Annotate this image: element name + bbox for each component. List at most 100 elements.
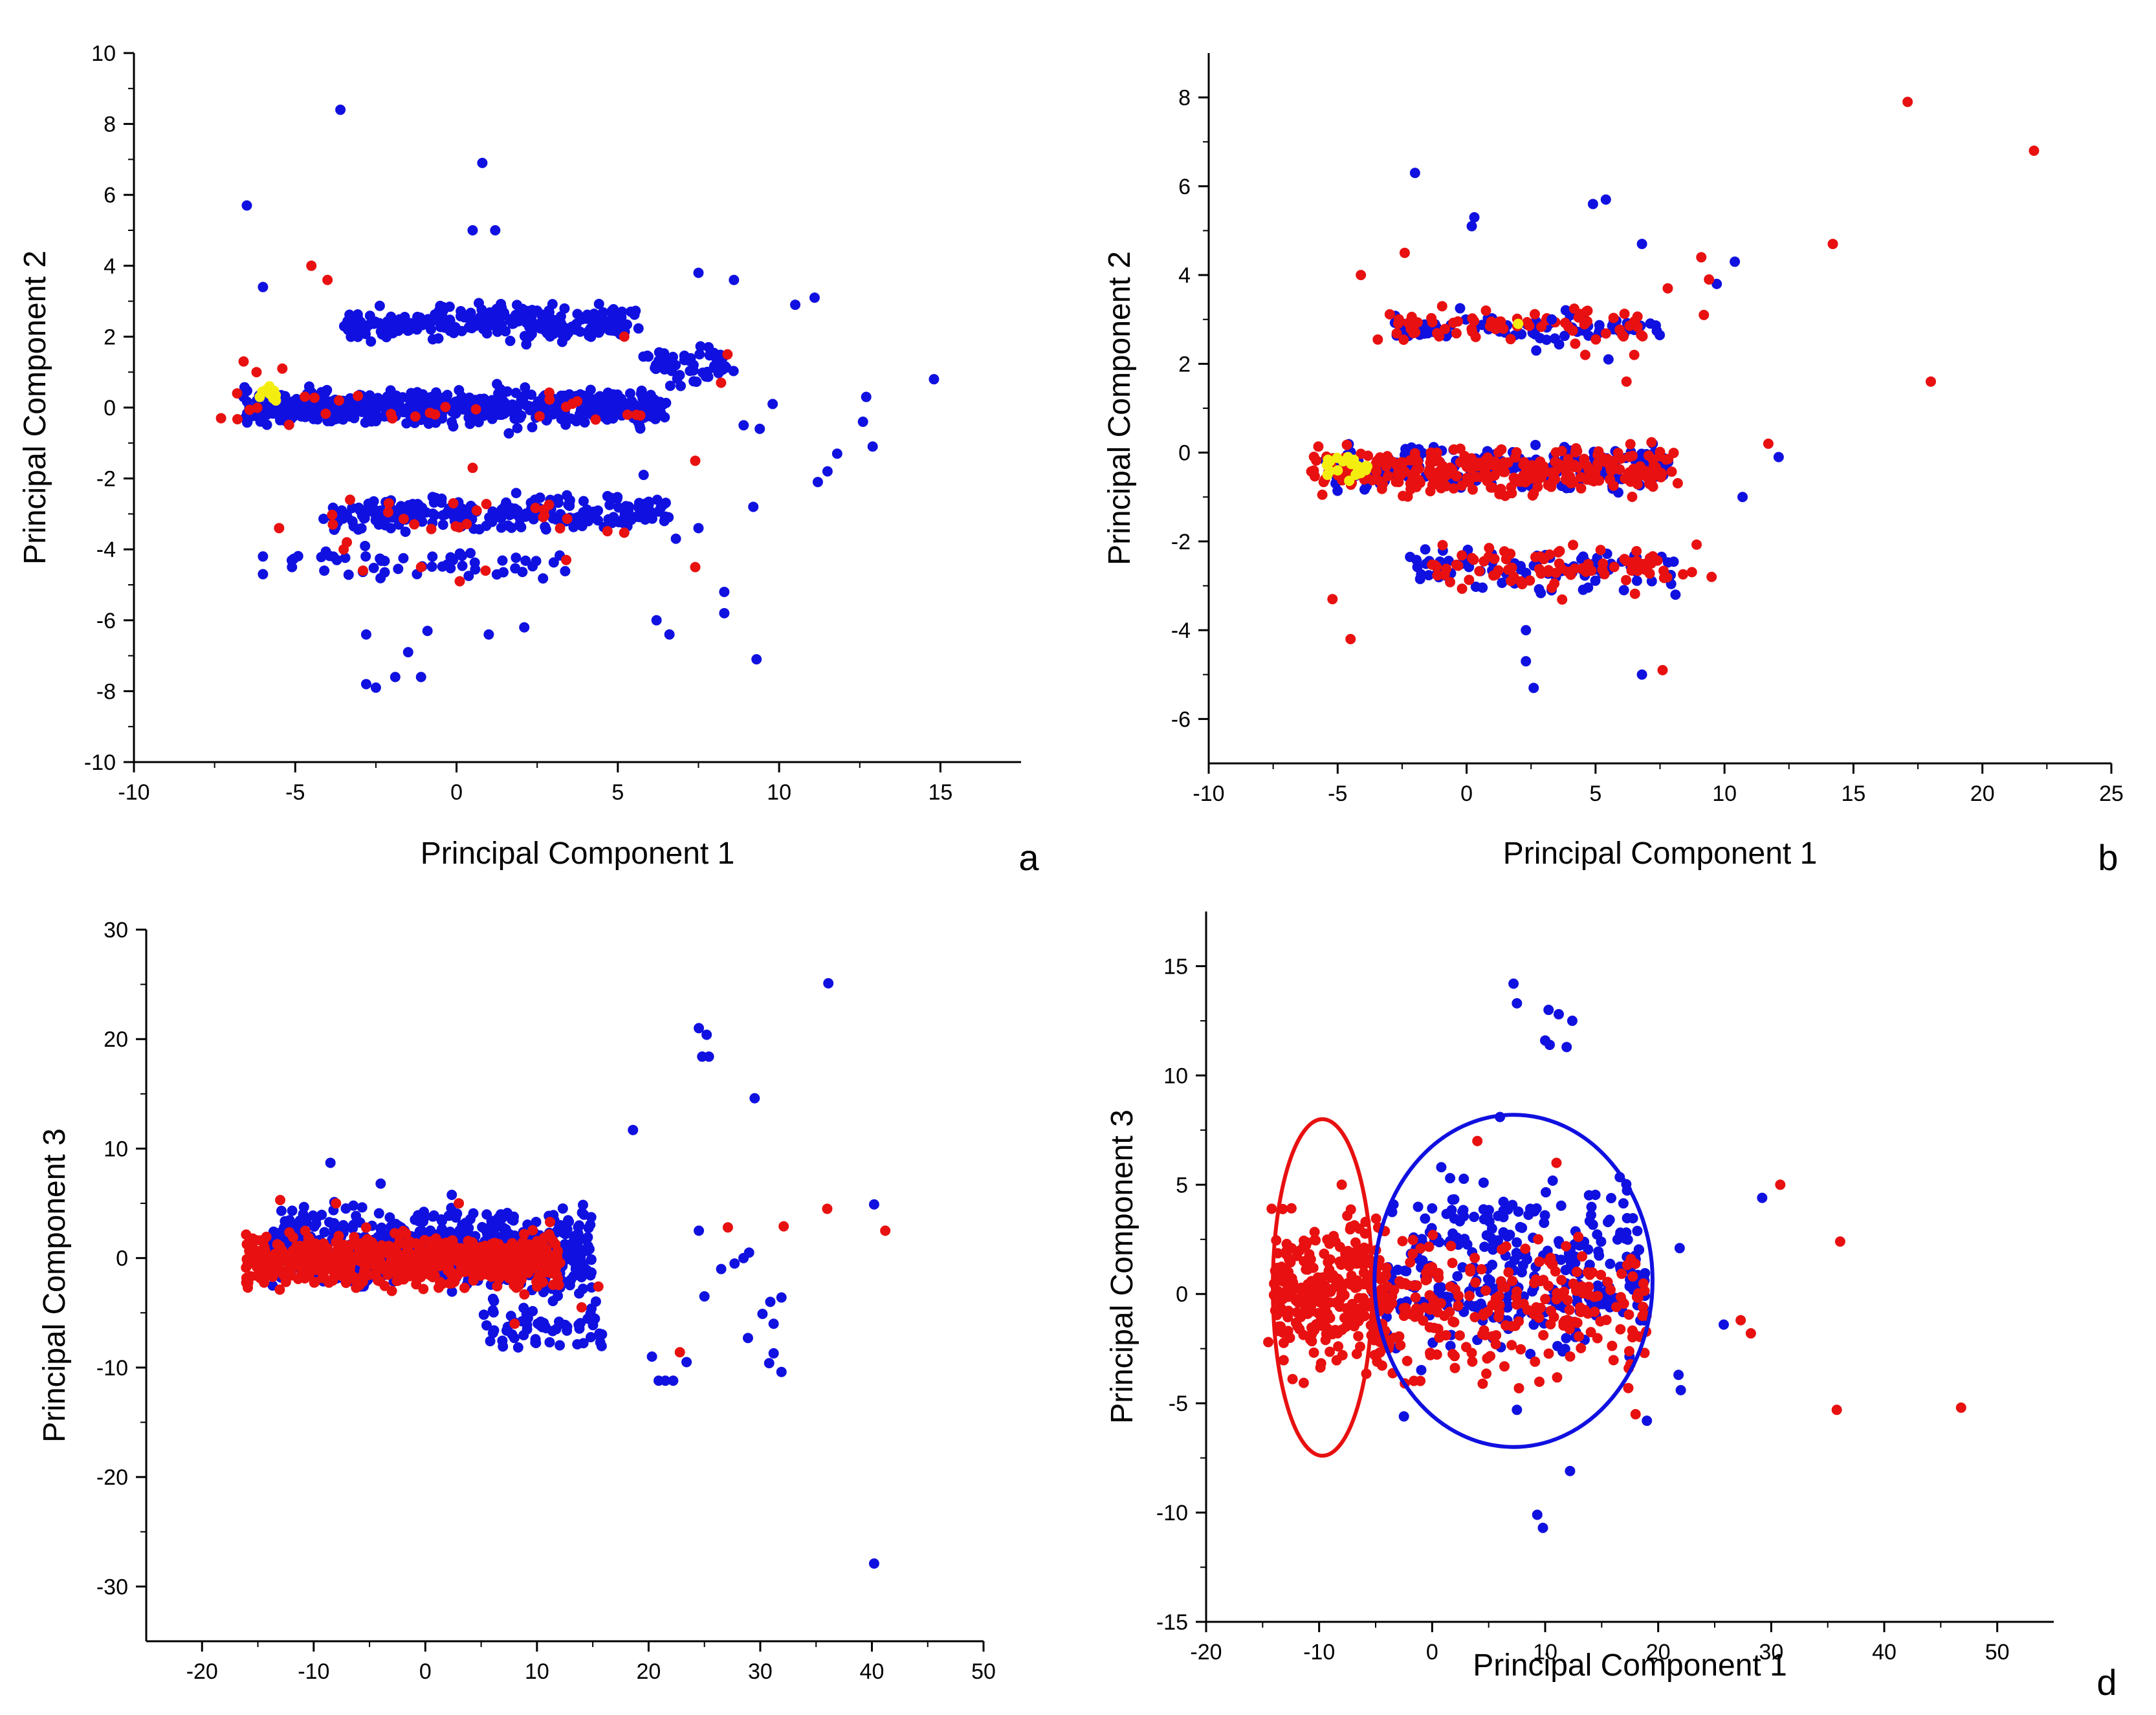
y-tick-label: -4	[1171, 618, 1191, 643]
data-point-red	[1630, 1409, 1641, 1420]
data-point-blue	[308, 413, 319, 424]
data-point-blue	[572, 1338, 583, 1349]
data-point-red	[1409, 1375, 1420, 1386]
data-point-red	[357, 565, 368, 576]
data-point-red	[1319, 1320, 1330, 1331]
data-point-red	[1587, 1267, 1598, 1278]
data-point-red	[366, 1259, 377, 1270]
data-point-blue	[719, 607, 730, 618]
data-point-red	[1457, 583, 1468, 594]
data-point-red	[309, 392, 320, 403]
data-point-blue	[345, 411, 356, 422]
data-point-red	[1311, 455, 1322, 466]
data-point-red	[1431, 562, 1442, 573]
data-point-red	[1479, 556, 1490, 567]
data-point-red	[481, 499, 492, 510]
data-point-blue	[396, 318, 407, 329]
y-tick-label: -4	[96, 538, 116, 562]
data-point-red	[495, 1268, 506, 1279]
data-point-red	[1355, 1341, 1366, 1352]
data-point-red	[674, 1347, 685, 1358]
data-point-blue	[748, 501, 759, 512]
data-point-red	[1559, 1286, 1570, 1297]
x-tick-label: 15	[928, 780, 952, 805]
data-point-red	[445, 1269, 456, 1280]
data-point-blue	[751, 654, 762, 665]
data-point-red	[427, 1272, 438, 1283]
data-point-red	[475, 1241, 486, 1252]
data-point-red	[1436, 301, 1447, 312]
data-point-blue	[1477, 582, 1488, 593]
data-point-blue	[520, 382, 531, 393]
data-point-red	[398, 1225, 409, 1236]
data-point-red	[1556, 1274, 1567, 1285]
data-point-blue	[643, 351, 654, 362]
data-point-blue	[1675, 1384, 1686, 1395]
data-point-red	[1426, 312, 1437, 323]
data-point-blue	[679, 350, 690, 361]
data-point-blue	[1561, 1333, 1572, 1344]
data-point-blue	[1511, 1247, 1522, 1258]
data-point-blue	[1532, 1509, 1543, 1520]
data-point-blue	[580, 311, 591, 322]
data-point-red	[1466, 552, 1477, 563]
data-point-red	[1592, 1333, 1603, 1344]
data-point-blue	[668, 1375, 679, 1386]
data-point-red	[555, 1257, 566, 1268]
data-point-blue	[370, 682, 381, 693]
data-point-red	[327, 519, 338, 530]
data-point-red	[1402, 1280, 1413, 1291]
data-point-blue	[703, 1051, 714, 1062]
data-point-red	[1530, 552, 1541, 563]
data-point-blue	[318, 513, 329, 524]
data-point-red	[1477, 1378, 1488, 1389]
data-point-red	[1656, 468, 1667, 479]
data-point-red	[241, 1229, 252, 1240]
data-point-blue	[701, 370, 712, 381]
data-point-blue	[501, 1325, 512, 1336]
data-point-blue	[694, 1023, 705, 1034]
data-point-red	[1625, 439, 1636, 450]
cluster-ellipse	[1372, 1113, 1655, 1449]
data-point-blue	[1411, 554, 1422, 565]
data-point-blue	[509, 1211, 520, 1222]
data-point-blue	[320, 546, 331, 557]
data-point-red	[232, 388, 243, 399]
data-point-red	[1480, 1329, 1491, 1340]
data-point-red	[1393, 314, 1404, 325]
data-point-yellow	[270, 395, 281, 406]
data-point-red	[1263, 1337, 1274, 1348]
x-axis-title: Principal Component 1	[1473, 1648, 1787, 1683]
data-point-blue	[823, 978, 834, 989]
data-point-red	[1557, 594, 1568, 605]
data-point-blue	[1673, 1370, 1684, 1381]
data-point-blue	[505, 335, 516, 346]
data-point-red	[1480, 305, 1491, 316]
data-point-red	[503, 1249, 514, 1260]
data-point-red	[518, 1229, 529, 1240]
data-point-blue	[585, 384, 596, 395]
data-point-red	[401, 1249, 412, 1260]
data-point-blue	[665, 380, 676, 391]
data-point-blue	[1444, 1292, 1455, 1303]
data-point-blue	[498, 567, 509, 578]
data-point-red	[1551, 1294, 1562, 1305]
data-point-blue	[557, 1203, 568, 1214]
data-point-red	[1455, 457, 1466, 468]
data-point-blue	[564, 495, 575, 506]
data-point-blue	[287, 562, 298, 573]
data-point-red	[259, 1277, 270, 1288]
data-point-blue	[582, 1232, 593, 1243]
data-point-red	[1518, 1298, 1529, 1309]
data-point-red	[1374, 1348, 1385, 1359]
data-point-blue	[325, 1157, 336, 1168]
x-tick-label: 30	[1759, 1640, 1783, 1665]
data-point-red	[1775, 1179, 1786, 1190]
data-point-red	[1447, 464, 1458, 475]
data-point-blue	[578, 496, 589, 507]
data-point-red	[1493, 1311, 1504, 1322]
data-point-red	[1585, 1327, 1596, 1338]
data-point-red	[1616, 1268, 1627, 1279]
data-point-red	[355, 1238, 366, 1249]
